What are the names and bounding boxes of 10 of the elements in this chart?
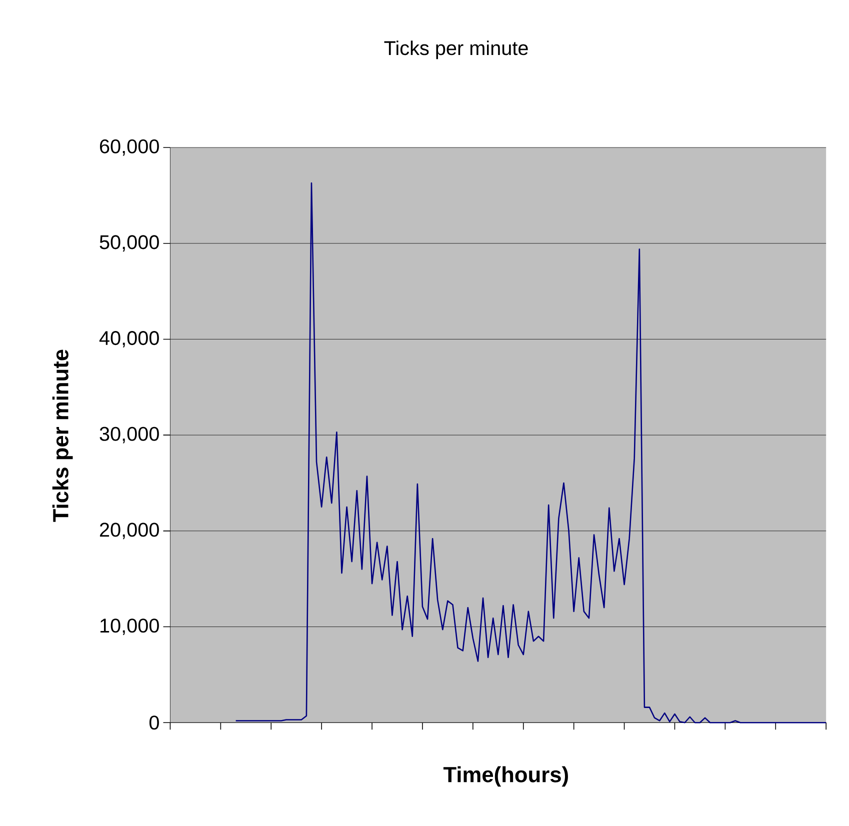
chart-title: Ticks per minute — [384, 40, 528, 59]
y-tick-label: 30,000 — [100, 426, 159, 444]
y-tick-label: 0 — [149, 715, 159, 730]
y-tick-label: 60,000 — [100, 139, 159, 156]
y-tick-label: 50,000 — [100, 235, 159, 252]
y-tick-label: 10,000 — [100, 618, 159, 635]
x-axis-title: Time(hours) — [443, 766, 568, 786]
y-tick-label: 40,000 — [99, 330, 159, 348]
y-tick-label: 20,000 — [100, 522, 159, 539]
y-axis-title: Ticks per minute — [52, 350, 73, 522]
